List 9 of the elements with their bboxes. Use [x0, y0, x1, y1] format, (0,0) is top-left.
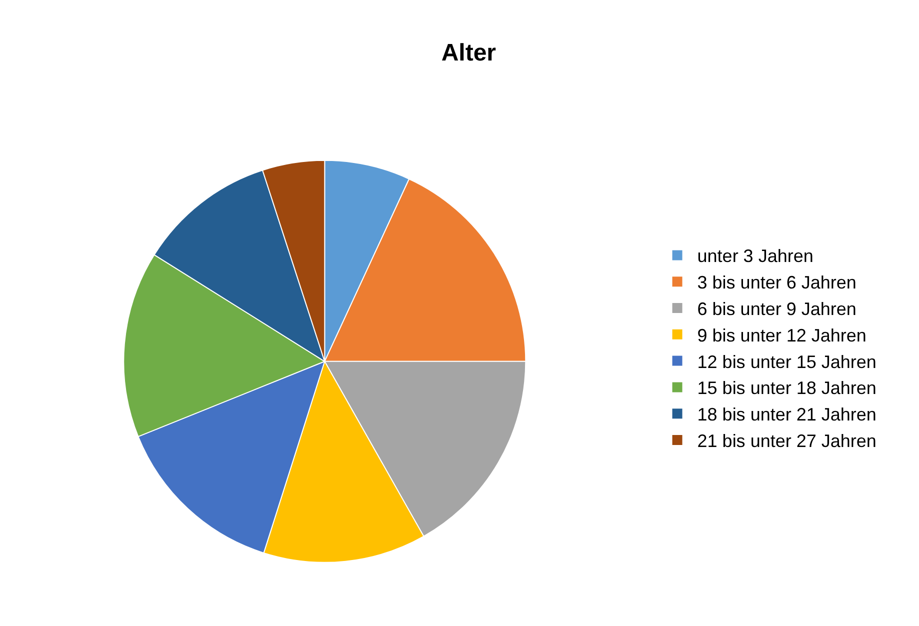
- legend-label: 21 bis unter 27 Jahren: [697, 431, 876, 452]
- legend-label: 3 bis unter 6 Jahren: [697, 272, 856, 293]
- legend-label: unter 3 Jahren: [697, 246, 814, 266]
- legend-label: 18 bis unter 21 Jahren: [697, 404, 876, 425]
- legend-label: 15 bis unter 18 Jahren: [697, 378, 876, 398]
- legend-label: 12 bis unter 15 Jahren: [697, 352, 876, 372]
- legend-label: 9 bis unter 12 Jahren: [697, 325, 866, 346]
- chart-title: Alter: [441, 40, 496, 67]
- legend-label: 6 bis unter 9 Jahren: [697, 299, 856, 320]
